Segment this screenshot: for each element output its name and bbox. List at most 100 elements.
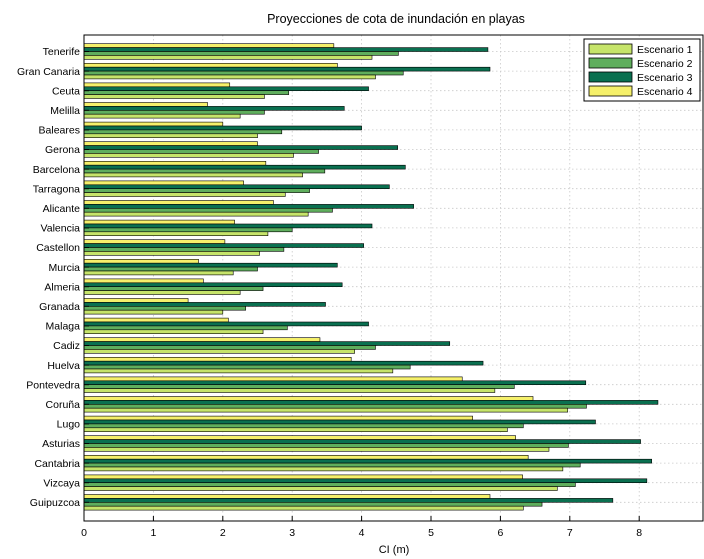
bar bbox=[83, 309, 224, 315]
bar bbox=[83, 200, 274, 205]
bar bbox=[83, 360, 484, 366]
y-tick-label: Granada bbox=[39, 301, 80, 313]
bar bbox=[83, 243, 364, 248]
bar bbox=[83, 396, 534, 401]
bar bbox=[83, 74, 376, 80]
bar bbox=[83, 325, 288, 331]
bar bbox=[83, 407, 569, 413]
bar bbox=[83, 341, 451, 346]
y-tick-label: Castellon bbox=[36, 242, 80, 254]
bar bbox=[83, 90, 290, 95]
x-tick-label: 1 bbox=[150, 527, 156, 539]
bar bbox=[83, 204, 414, 209]
bar bbox=[83, 66, 491, 72]
legend-swatch bbox=[588, 85, 633, 97]
bar bbox=[83, 125, 362, 131]
y-tick-label: Cadiz bbox=[53, 340, 80, 352]
bar bbox=[83, 380, 587, 385]
bar bbox=[83, 376, 463, 382]
y-tick-label: Almeria bbox=[44, 281, 80, 293]
x-tick-label: 7 bbox=[567, 527, 573, 539]
bar bbox=[83, 403, 587, 409]
bar bbox=[83, 298, 189, 303]
bar bbox=[83, 129, 283, 135]
bar bbox=[83, 161, 267, 166]
bar bbox=[83, 239, 226, 244]
x-tick-label: 8 bbox=[636, 527, 642, 539]
bar bbox=[83, 231, 269, 237]
bar bbox=[83, 70, 404, 76]
bar bbox=[83, 258, 199, 264]
bar bbox=[83, 321, 369, 327]
bar bbox=[83, 164, 406, 170]
bar bbox=[83, 337, 321, 342]
bar bbox=[83, 251, 260, 256]
y-tick-label: Valencia bbox=[41, 223, 81, 235]
legend: Escenario 1 Escenario 2 Escenario 3 Escenar… bbox=[583, 38, 701, 102]
y-tick-label: Lugo bbox=[57, 419, 81, 431]
bar bbox=[83, 462, 581, 468]
bar bbox=[83, 153, 294, 158]
bar bbox=[83, 349, 355, 354]
bar bbox=[83, 149, 319, 154]
y-tick-label: Asturias bbox=[42, 438, 80, 450]
bar bbox=[83, 482, 576, 487]
y-tick-label: Baleares bbox=[39, 125, 80, 137]
bar bbox=[83, 345, 376, 350]
bar bbox=[83, 55, 373, 60]
bar bbox=[83, 145, 398, 150]
bar bbox=[83, 47, 489, 52]
bar bbox=[83, 219, 235, 225]
bar bbox=[83, 384, 515, 389]
bar bbox=[83, 494, 491, 499]
bar bbox=[83, 423, 524, 429]
bar bbox=[83, 415, 473, 421]
bar bbox=[83, 121, 224, 127]
bar bbox=[83, 501, 543, 507]
y-tick-label: Pontevedra bbox=[26, 379, 80, 391]
legend-label: Escenario 1 bbox=[637, 44, 693, 56]
bar bbox=[83, 133, 258, 139]
bar bbox=[83, 478, 648, 483]
bar bbox=[83, 106, 345, 111]
bar bbox=[83, 43, 335, 48]
y-tick-label: Alicante bbox=[43, 203, 81, 215]
bar bbox=[83, 458, 652, 464]
bar bbox=[83, 400, 659, 405]
y-tick-label: Malaga bbox=[46, 321, 81, 333]
bar bbox=[83, 270, 234, 276]
bar bbox=[83, 192, 286, 197]
bar bbox=[83, 317, 229, 323]
legend-swatch bbox=[588, 57, 633, 69]
bar bbox=[83, 227, 293, 233]
x-tick-label: 5 bbox=[428, 527, 434, 539]
bar bbox=[83, 466, 564, 472]
y-tick-label: Vizcaya bbox=[43, 477, 80, 489]
bar bbox=[83, 211, 309, 217]
bar bbox=[83, 141, 258, 146]
x-tick-label: 0 bbox=[81, 527, 87, 539]
bar bbox=[83, 447, 550, 452]
y-tick-label: Ceuta bbox=[52, 85, 80, 97]
y-tick-label: Barcelona bbox=[33, 164, 80, 176]
bar bbox=[83, 262, 338, 268]
bar bbox=[83, 368, 394, 374]
bar bbox=[83, 329, 264, 334]
legend-label: Escenario 2 bbox=[637, 58, 693, 70]
y-tick-label: Cantabria bbox=[34, 458, 80, 470]
bar bbox=[83, 286, 264, 291]
bar bbox=[83, 184, 390, 190]
bar bbox=[83, 419, 596, 425]
bar bbox=[83, 486, 558, 491]
bar bbox=[83, 454, 529, 460]
x-tick-label: 6 bbox=[497, 527, 503, 539]
bar bbox=[83, 290, 241, 295]
bar bbox=[83, 305, 247, 311]
y-tick-label: Murcia bbox=[48, 262, 80, 274]
bar bbox=[83, 278, 204, 284]
x-axis-title: CI (m) bbox=[379, 544, 410, 556]
legend-swatch bbox=[588, 71, 633, 83]
legend-label: Escenario 3 bbox=[637, 72, 693, 84]
bar bbox=[83, 498, 614, 503]
